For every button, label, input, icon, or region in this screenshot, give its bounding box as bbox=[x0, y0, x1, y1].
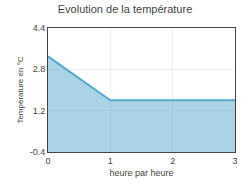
svg-text:1.2: 1.2 bbox=[33, 106, 46, 116]
svg-text:Température en °C: Température en °C bbox=[16, 56, 25, 123]
svg-text:Evolution de la température: Evolution de la température bbox=[58, 3, 193, 15]
svg-text:-0.4: -0.4 bbox=[30, 147, 46, 157]
svg-text:0: 0 bbox=[45, 156, 50, 166]
svg-text:1: 1 bbox=[108, 156, 113, 166]
svg-text:4.4: 4.4 bbox=[33, 23, 46, 33]
svg-text:heure par heure: heure par heure bbox=[109, 168, 173, 178]
svg-text:2.8: 2.8 bbox=[33, 64, 46, 74]
svg-text:2: 2 bbox=[170, 156, 175, 166]
svg-text:3: 3 bbox=[232, 156, 237, 166]
